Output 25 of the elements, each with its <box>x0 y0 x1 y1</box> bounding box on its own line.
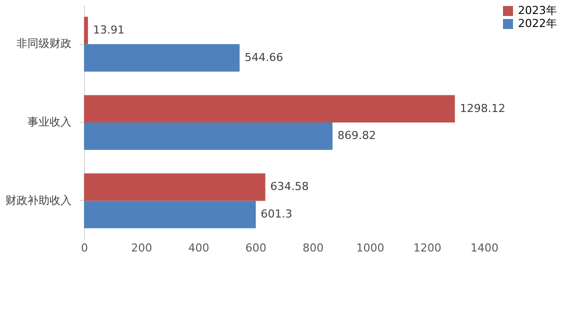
y-tick-label: 事业收入 <box>28 116 72 128</box>
bar <box>84 44 240 72</box>
bar <box>84 122 333 150</box>
legend-label: 2023年 <box>518 4 557 17</box>
data-label: 634.58 <box>270 180 309 194</box>
x-tick-label: 0 <box>81 242 88 254</box>
data-label: 869.82 <box>338 129 376 142</box>
x-tick-label: 1000 <box>356 242 384 254</box>
bar <box>84 200 256 228</box>
x-tick-label: 200 <box>131 242 152 254</box>
data-label: 13.91 <box>92 23 124 36</box>
x-tick-label: 1200 <box>413 242 442 254</box>
data-label: 544.66 <box>244 50 284 64</box>
y-tick-label: 非同级财政 <box>16 37 72 50</box>
y-tick-label: 财政补助收入 <box>6 194 72 207</box>
bar <box>84 173 266 201</box>
data-label: 1298.12 <box>460 102 506 115</box>
x-tick-label: 400 <box>188 242 210 254</box>
x-tick-label: 1400 <box>470 242 498 254</box>
data-label: 601.3 <box>260 208 292 221</box>
x-tick-label: 800 <box>302 242 324 254</box>
bar <box>84 95 455 122</box>
bar <box>84 16 88 44</box>
x-tick-label: 600 <box>245 242 266 254</box>
legend-label: 2022年 <box>518 17 557 30</box>
